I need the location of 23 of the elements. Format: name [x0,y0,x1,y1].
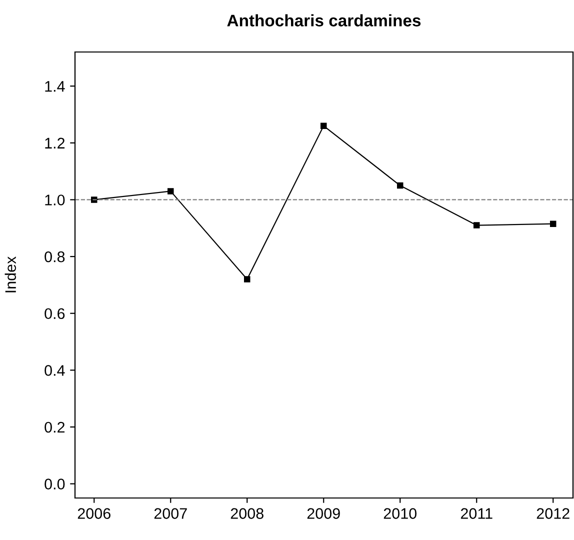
y-axis-title: Index [4,256,16,292]
point [396,182,404,189]
y-tick-label: 1.2 [45,138,65,148]
x-tick-label: 2008 [230,508,264,519]
x-tick-label: 2010 [384,508,417,519]
y-tick-label: 0.6 [44,308,65,320]
x-tick-label: 2006 [78,508,110,519]
y-tick-label: 0.0 [44,478,65,490]
y-tick-label: 1.0 [45,194,65,206]
y-tick-label: 0.8 [44,251,65,262]
y-tick-label: 0.4 [44,365,65,376]
x-tick-label: 2007 [154,508,187,519]
x-tick-label: 2009 [307,508,340,519]
y-tick-label: 1.4 [45,81,65,92]
point [320,122,327,129]
y-tick-label: 0.2 [44,422,65,433]
point [244,276,250,282]
x-tick-label: 2011 [460,508,492,519]
point [473,222,480,228]
point [550,220,556,227]
point [167,188,174,194]
x-tick-label: 2012 [536,508,570,519]
chart-title: Anthocharis cardamines [227,14,421,26]
